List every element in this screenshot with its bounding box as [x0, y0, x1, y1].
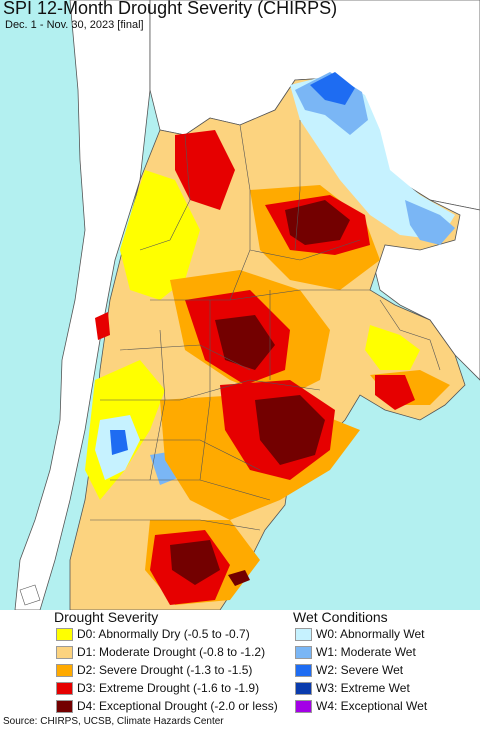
map-subtitle: Dec. 1 - Nov. 30, 2023 [final]	[5, 19, 144, 31]
swatch-w2	[295, 663, 312, 677]
legend-label-d1: D1: Moderate Drought (-0.8 to -1.2)	[77, 645, 266, 659]
legend-label-w1: W1: Moderate Wet	[316, 645, 416, 659]
legend-item-w4: W4: Exceptional Wet	[295, 699, 427, 713]
island	[19, 584, 41, 606]
wet-area-north-3	[310, 72, 355, 105]
d3-area-north	[175, 130, 235, 210]
wet-area-east	[405, 200, 455, 245]
drought-map	[0, 0, 480, 610]
d4-area-central	[215, 315, 275, 370]
boundaries	[90, 120, 441, 531]
swatch-w1	[295, 645, 312, 659]
legend-item-d3: D3: Extreme Drought (-1.6 to -1.9)	[56, 681, 259, 695]
swatch-d0	[56, 627, 73, 641]
source-credit: Source: CHIRPS, UCSB, Climate Hazards Ce…	[3, 716, 224, 727]
swatch-w3	[295, 681, 312, 695]
legend-label-d3: D3: Extreme Drought (-1.6 to -1.9)	[77, 681, 260, 695]
d3-spot-west	[95, 312, 110, 340]
legend-label-w3: W3: Extreme Wet	[316, 681, 410, 695]
legend-label-w0: W0: Abnormally Wet	[316, 627, 425, 641]
chile-landmass	[14, 0, 151, 610]
d4-area-chaco	[285, 200, 350, 245]
drought-legend-heading: Drought Severity	[54, 609, 159, 625]
d0-north	[120, 170, 200, 300]
legend-item-d1: D1: Moderate Drought (-0.8 to -1.2)	[56, 645, 265, 659]
swatch-d3	[56, 681, 73, 695]
swatch-d2	[56, 663, 73, 677]
d3-area-uruguay	[375, 375, 415, 410]
d0-east	[365, 325, 420, 370]
swatch-w0	[295, 627, 312, 641]
legend-item-w1: W1: Moderate Wet	[295, 645, 416, 659]
map-title: SPI 12-Month Drought Severity (CHIRPS)	[3, 0, 338, 18]
legend-label-d4: D4: Exceptional Drought (-2.0 or less)	[77, 699, 278, 713]
legend-label-w2: W2: Severe Wet	[316, 663, 404, 677]
legend-label-w4: W4: Exceptional Wet	[316, 699, 428, 713]
swatch-d1	[56, 645, 73, 659]
swatch-d4	[56, 699, 73, 713]
legend-label-d2: D2: Severe Drought (-1.3 to -1.5)	[77, 663, 253, 677]
legend-item-d0: D0: Abnormally Dry (-0.5 to -0.7)	[56, 627, 250, 641]
d4-area-pampas	[255, 395, 325, 465]
legend-item-w0: W0: Abnormally Wet	[295, 627, 424, 641]
legend-item-d2: D2: Severe Drought (-1.3 to -1.5)	[56, 663, 252, 677]
legend-item-w2: W2: Severe Wet	[295, 663, 403, 677]
legend-item-w3: W3: Extreme Wet	[295, 681, 410, 695]
d4-area-south	[170, 540, 220, 585]
wet-west-2	[110, 430, 128, 455]
legend-item-d4: D4: Exceptional Drought (-2.0 or less)	[56, 699, 278, 713]
legend-label-d0: D0: Abnormally Dry (-0.5 to -0.7)	[77, 627, 250, 641]
swatch-w4	[295, 699, 312, 713]
wet-legend-heading: Wet Conditions	[293, 609, 388, 625]
d4-spot-peninsula	[228, 570, 250, 586]
